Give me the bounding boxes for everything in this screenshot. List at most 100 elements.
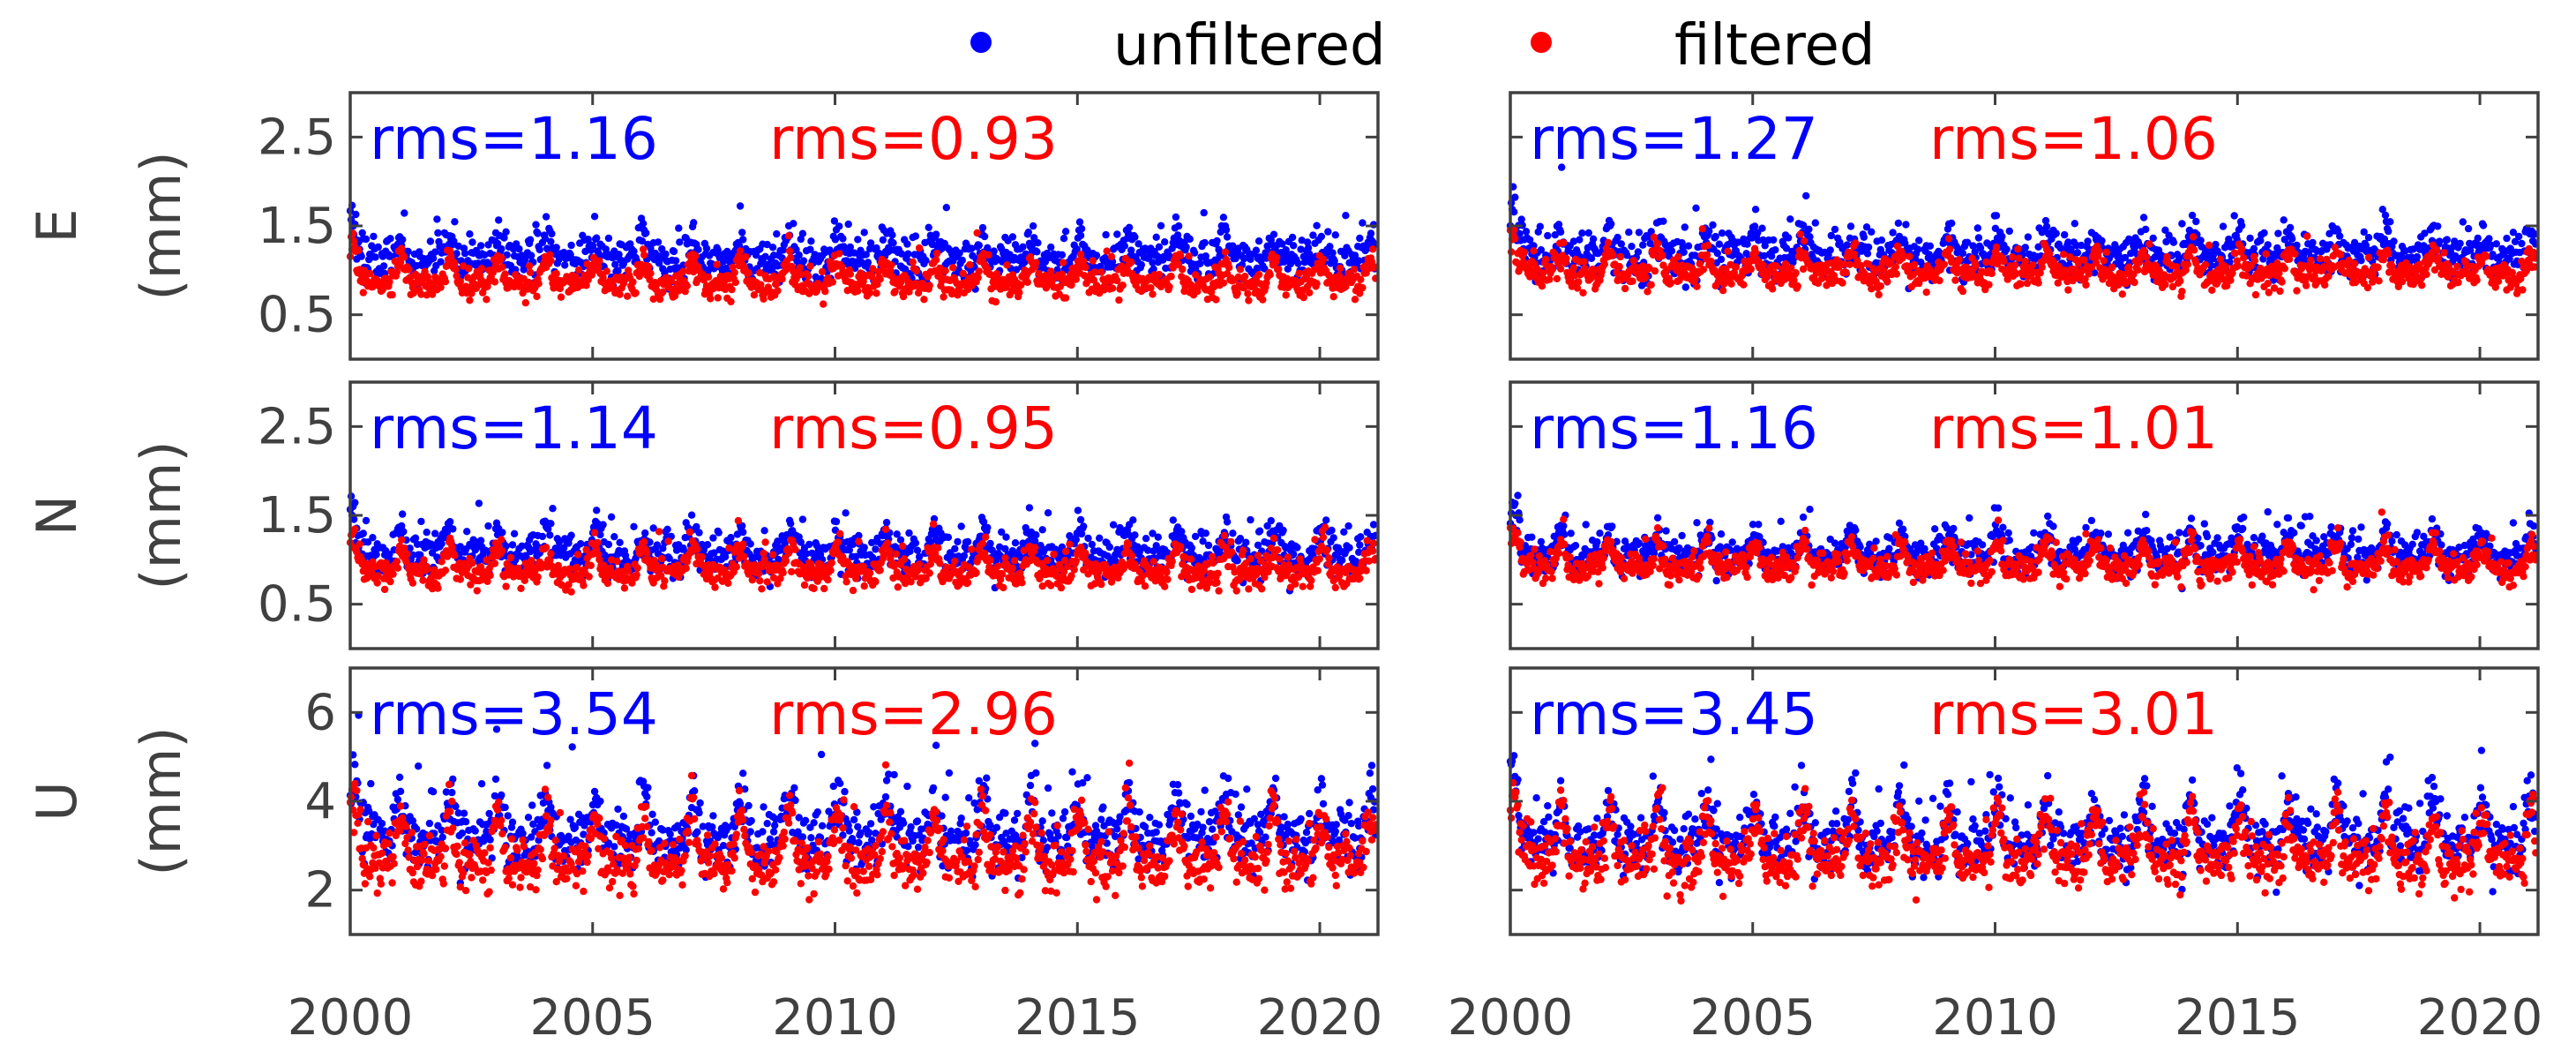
point-unfiltered (955, 249, 963, 257)
point-unfiltered (978, 223, 987, 232)
point-unfiltered (654, 238, 663, 246)
point-unfiltered (2479, 221, 2488, 229)
point-unfiltered (2192, 217, 2200, 226)
point-unfiltered (2288, 235, 2296, 243)
point-filtered (1165, 282, 1173, 291)
point-unfiltered (1288, 233, 1297, 242)
point-filtered (2337, 251, 2345, 259)
point-unfiltered (1024, 229, 1033, 236)
point-filtered (909, 258, 917, 267)
point-filtered (2139, 246, 2148, 255)
point-filtered (1604, 238, 1613, 247)
point-unfiltered (1329, 249, 1337, 257)
point-filtered (574, 266, 583, 274)
point-unfiltered (454, 242, 462, 251)
rms-unfiltered-east-right: rms=1.27 (1530, 105, 1818, 173)
point-filtered (2453, 262, 2461, 271)
point-filtered (1800, 236, 1808, 245)
point-unfiltered (498, 529, 506, 537)
point-filtered (872, 289, 880, 297)
point-filtered (949, 264, 957, 272)
point-unfiltered (658, 244, 666, 253)
point-filtered (1090, 268, 1099, 276)
point-filtered (785, 247, 794, 255)
point-unfiltered (1926, 242, 1935, 250)
point-filtered (2064, 286, 2072, 294)
point-filtered (1951, 276, 1959, 284)
point-filtered (1972, 262, 1980, 270)
point-unfiltered (641, 529, 649, 537)
point-unfiltered (1617, 240, 1626, 248)
point-filtered (704, 273, 713, 282)
point-unfiltered (1511, 193, 1519, 201)
point-filtered (1351, 296, 1359, 304)
point-filtered (1556, 265, 1565, 273)
point-unfiltered (1252, 246, 1261, 254)
point-filtered (992, 297, 1000, 306)
point-filtered (1796, 230, 1805, 238)
point-filtered (1530, 247, 1538, 255)
point-filtered (2303, 232, 2311, 240)
point-filtered (1032, 259, 1040, 267)
point-unfiltered (1802, 191, 1810, 200)
point-filtered (498, 253, 505, 262)
point-filtered (796, 264, 804, 272)
point-filtered (2176, 277, 2184, 285)
point-unfiltered (1073, 245, 1082, 253)
point-unfiltered (369, 534, 377, 542)
point-filtered (629, 278, 637, 286)
point-filtered (1992, 243, 2001, 251)
point-unfiltered (2264, 241, 2272, 249)
point-unfiltered (1269, 230, 1278, 238)
point-unfiltered (1628, 243, 1636, 251)
point-unfiltered (1149, 265, 1157, 274)
point-unfiltered (787, 520, 795, 528)
point-filtered (1575, 278, 1583, 286)
point-filtered (1579, 289, 1587, 297)
point-unfiltered (1889, 229, 1897, 236)
point-unfiltered (889, 239, 897, 247)
point-unfiltered (1172, 213, 1180, 221)
point-filtered (1553, 274, 1561, 282)
point-filtered (2208, 286, 2216, 294)
point-unfiltered (1215, 245, 1223, 254)
point-filtered (1185, 252, 1193, 260)
point-unfiltered (1331, 231, 1340, 239)
point-unfiltered (493, 239, 502, 248)
point-filtered (1793, 282, 1801, 290)
point-unfiltered (547, 520, 555, 528)
point-filtered (2082, 281, 2090, 289)
point-unfiltered (561, 261, 569, 269)
point-filtered (386, 278, 393, 286)
point-unfiltered (1092, 251, 1101, 259)
point-unfiltered (1077, 225, 1086, 233)
point-unfiltered (1948, 219, 1956, 228)
point-filtered (2325, 272, 2333, 281)
point-unfiltered (1718, 229, 1726, 237)
point-filtered (1259, 296, 1267, 304)
point-unfiltered (604, 234, 613, 243)
point-unfiltered (2434, 222, 2442, 230)
point-unfiltered (2178, 220, 2186, 228)
point-filtered (1769, 285, 1777, 293)
point-unfiltered (431, 248, 439, 256)
point-filtered (595, 257, 603, 265)
point-filtered (1205, 273, 1214, 282)
point-filtered (2388, 262, 2396, 270)
panel-grid: 0.51.52.5 rms=1.16 rms=0.93E (mm)rms=1.27 rm… (25, 91, 2542, 1047)
point-unfiltered (879, 236, 887, 244)
point-filtered (2262, 250, 2270, 258)
point-filtered (1266, 271, 1274, 279)
point-unfiltered (1998, 232, 2006, 241)
point-unfiltered (739, 528, 747, 537)
point-filtered (1359, 283, 1367, 292)
point-filtered (2473, 276, 2481, 284)
point-filtered (2201, 260, 2210, 269)
point-filtered (973, 229, 981, 237)
point-unfiltered (2073, 249, 2082, 257)
point-filtered (1542, 255, 1550, 264)
point-filtered (731, 278, 739, 287)
point-filtered (806, 262, 814, 270)
point-unfiltered (798, 229, 807, 237)
point-filtered (774, 287, 782, 295)
